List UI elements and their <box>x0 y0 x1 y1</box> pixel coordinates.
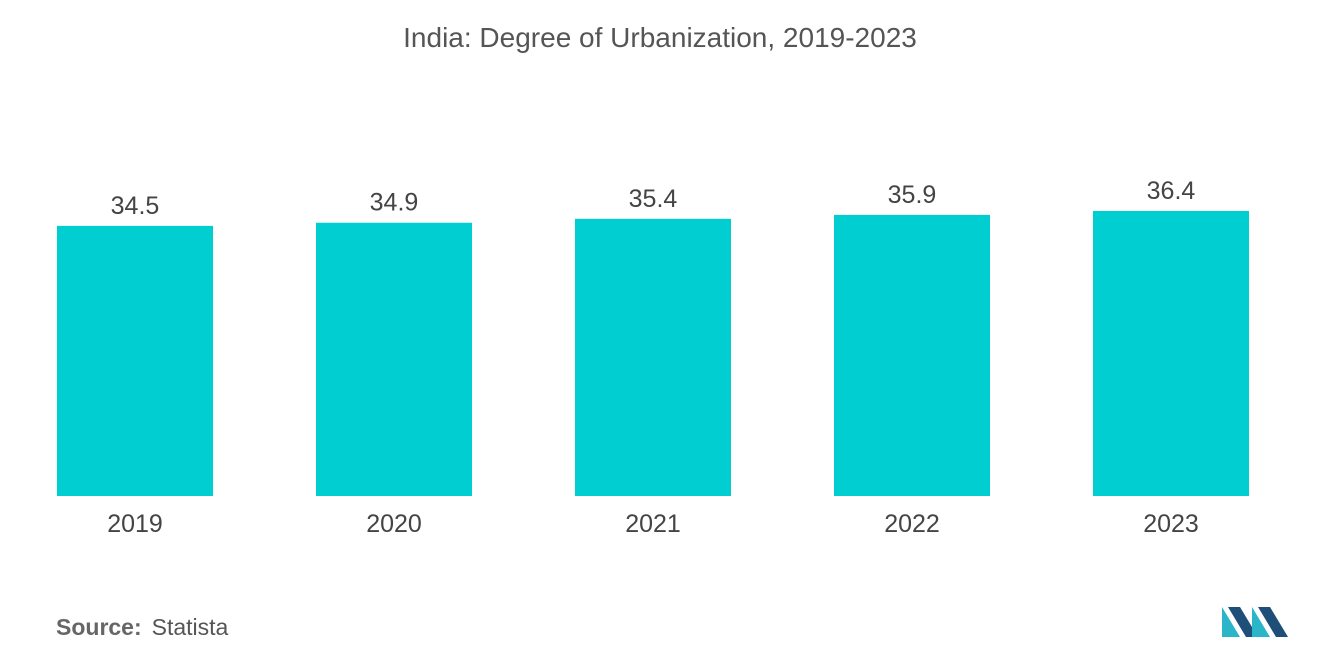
category-label-2019: 2019 <box>107 510 163 538</box>
category-label-2021: 2021 <box>625 510 681 538</box>
bar-chart: 34.5 2019 34.9 2020 35.4 2021 35.9 2022 36.4 2023 <box>57 177 1249 538</box>
source-label: Source: <box>56 614 142 640</box>
bar-2019 <box>57 225 213 496</box>
category-label-2023: 2023 <box>1143 510 1199 538</box>
value-label-2021: 35.4 <box>629 185 678 213</box>
value-label-2019: 34.5 <box>111 192 160 220</box>
chart-title: India: Degree of Urbanization, 2019-2023 <box>403 22 917 53</box>
logo-shape-3 <box>1252 607 1270 637</box>
logo-shape-1 <box>1222 607 1240 637</box>
value-label-2020: 34.9 <box>370 189 419 217</box>
bar-2022 <box>834 214 990 496</box>
logo-shape-2 <box>1228 607 1258 637</box>
bar-2023 <box>1093 211 1249 496</box>
logo-shape-4 <box>1258 607 1288 637</box>
value-label-2023: 36.4 <box>1147 177 1196 205</box>
bar-2021 <box>575 218 731 497</box>
category-label-2020: 2020 <box>366 510 422 538</box>
source-value: Statista <box>151 614 229 640</box>
category-label-2022: 2022 <box>884 510 940 538</box>
bar-2020 <box>316 222 472 496</box>
source-note: Source: Statista <box>56 614 228 641</box>
brand-logo-icon <box>1222 607 1288 637</box>
value-label-2022: 35.9 <box>888 181 937 209</box>
